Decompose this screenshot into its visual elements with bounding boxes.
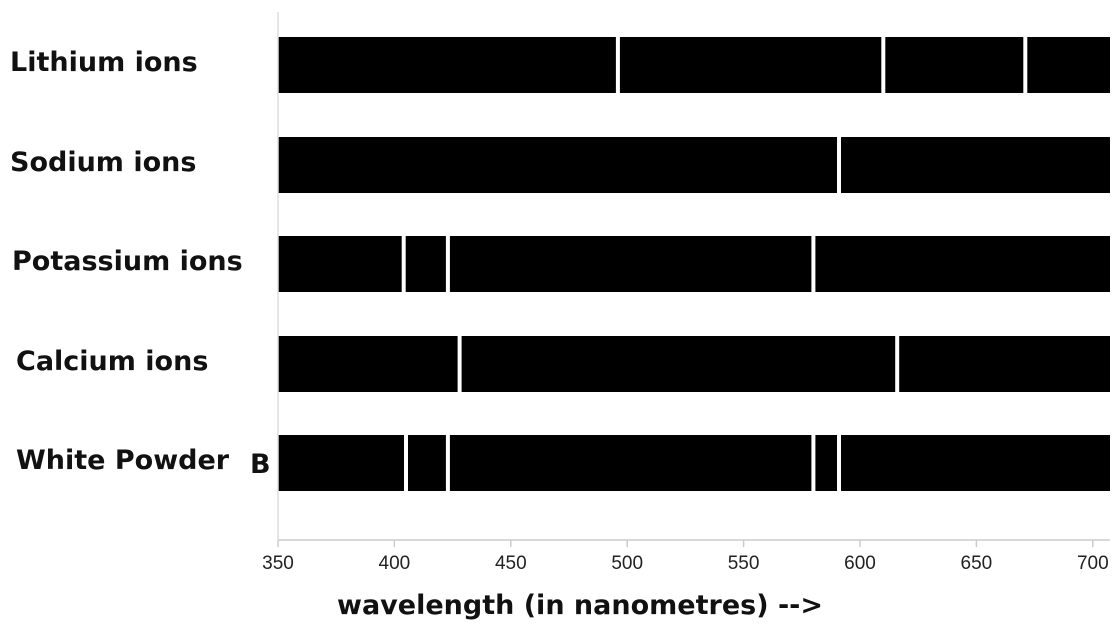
row-label: White Powder [16, 445, 230, 476]
spectrum-band [278, 435, 1110, 491]
row-label: Sodium ions [10, 147, 196, 178]
emission-line [615, 37, 620, 93]
emission-line [404, 435, 408, 491]
x-tick-label: 550 [728, 553, 760, 574]
x-tick-label: 350 [262, 553, 294, 574]
x-axis: 350 400 450 500 550 600 650 700 [262, 12, 1110, 574]
emission-line [401, 236, 406, 292]
emission-line [895, 336, 900, 392]
spectrum-row: White Powder B [16, 435, 1110, 491]
emission-line [445, 236, 450, 292]
emission-line [811, 435, 816, 491]
spectra-rows: Lithium ions Sodium ions Potassium ions Cal… [10, 37, 1110, 491]
emission-line [445, 435, 450, 491]
emission-line [457, 336, 462, 392]
x-tick-label: 400 [379, 553, 411, 574]
x-tick-label: 650 [961, 553, 993, 574]
spectrum-band [278, 236, 1110, 292]
x-tick-label: 700 [1077, 553, 1109, 574]
row-label-suffix: B [250, 449, 271, 480]
x-axis-title: wavelength (in nanometres) --> [337, 590, 823, 621]
spectrum-band [278, 137, 1110, 193]
spectrum-row: Lithium ions [10, 37, 1110, 93]
spectrum-band [278, 37, 1110, 93]
spectrum-row: Potassium ions [12, 236, 1110, 292]
emission-line [811, 236, 816, 292]
row-label: Potassium ions [12, 246, 243, 277]
spectrum-row: Sodium ions [10, 137, 1110, 193]
spectrum-band [278, 336, 1110, 392]
emission-line [1023, 37, 1028, 93]
x-tick-label: 600 [844, 553, 876, 574]
spectrum-row: Calcium ions [16, 336, 1110, 392]
emission-line [837, 435, 841, 491]
emission-line [837, 137, 841, 193]
x-tick-label: 450 [495, 553, 527, 574]
row-label: Calcium ions [16, 346, 208, 377]
x-tick-label: 500 [611, 553, 643, 574]
emission-line [881, 37, 886, 93]
row-label: Lithium ions [10, 47, 198, 78]
